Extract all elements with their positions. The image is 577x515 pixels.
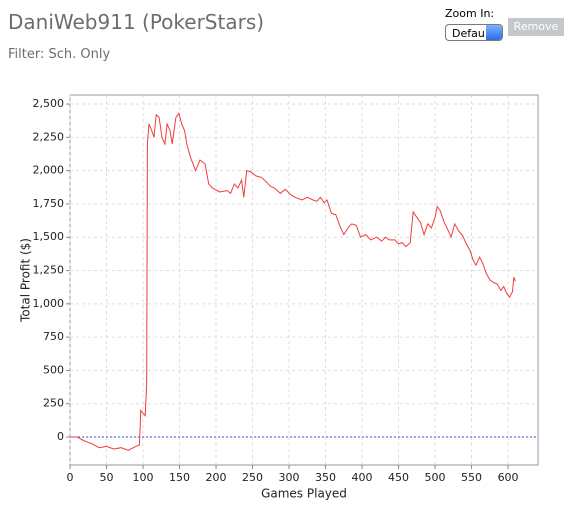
y-tick-label: 2,250 [33, 130, 65, 143]
x-tick-label: 150 [169, 471, 190, 484]
profit-line [70, 112, 516, 451]
filter-label: Filter: Sch. Only [8, 47, 111, 62]
x-tick-label: 100 [133, 471, 154, 484]
y-tick-label: 1,750 [33, 197, 65, 210]
select-value: Defau [452, 27, 485, 40]
y-tick-label: 1,500 [33, 230, 65, 243]
y-tick-label: 250 [43, 397, 64, 410]
x-tick-label: 350 [315, 471, 336, 484]
remove-button[interactable]: Remove [508, 18, 564, 36]
x-tick-label: 450 [388, 471, 409, 484]
y-tick-label: 1,000 [33, 297, 65, 310]
zoom-select[interactable]: Defau [445, 24, 503, 41]
plot-frame [69, 94, 539, 466]
x-tick-label: 400 [352, 471, 373, 484]
x-tick-label: 250 [242, 471, 263, 484]
y-axis-label: Total Profit ($) [19, 238, 33, 323]
y-tick-label: 750 [43, 330, 64, 343]
x-tick-label: 50 [100, 471, 114, 484]
zoom-label: Zoom In: [445, 7, 495, 20]
x-tick-label: 300 [279, 471, 300, 484]
x-axis-label: Games Played [261, 487, 347, 501]
x-tick-label: 550 [461, 471, 482, 484]
x-tick-label: 500 [425, 471, 446, 484]
y-tick-label: 500 [43, 363, 64, 376]
x-tick-label: 600 [498, 471, 519, 484]
y-tick-label: 2,500 [33, 97, 65, 110]
x-tick-label: 0 [67, 471, 74, 484]
title: DaniWeb911 (PokerStars) [8, 10, 265, 34]
x-tick-label: 200 [206, 471, 227, 484]
select-arrow [486, 25, 502, 40]
y-tick-label: 2,000 [33, 164, 65, 177]
y-tick-label: 1,250 [33, 264, 65, 277]
y-tick-label: 0 [57, 430, 64, 443]
